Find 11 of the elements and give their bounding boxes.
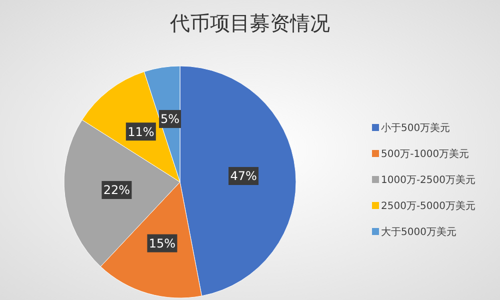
legend-label: 1000万-2500万美元 [381, 174, 476, 186]
legend-label: 大于5000万美元 [381, 226, 456, 238]
data-label: 11% [128, 124, 154, 139]
legend-label: 2500万-5000万美元 [381, 200, 476, 212]
data-label: 22% [103, 183, 130, 198]
chart-title: 代币项目募资情况 [169, 11, 330, 35]
data-label: 47% [230, 169, 257, 184]
slice-label: 小于500万美元 [381, 122, 450, 134]
legend-label: 500万-1000万美元 [381, 148, 470, 160]
data-label: 15% [148, 236, 176, 250]
data-label: 5% [160, 112, 180, 126]
